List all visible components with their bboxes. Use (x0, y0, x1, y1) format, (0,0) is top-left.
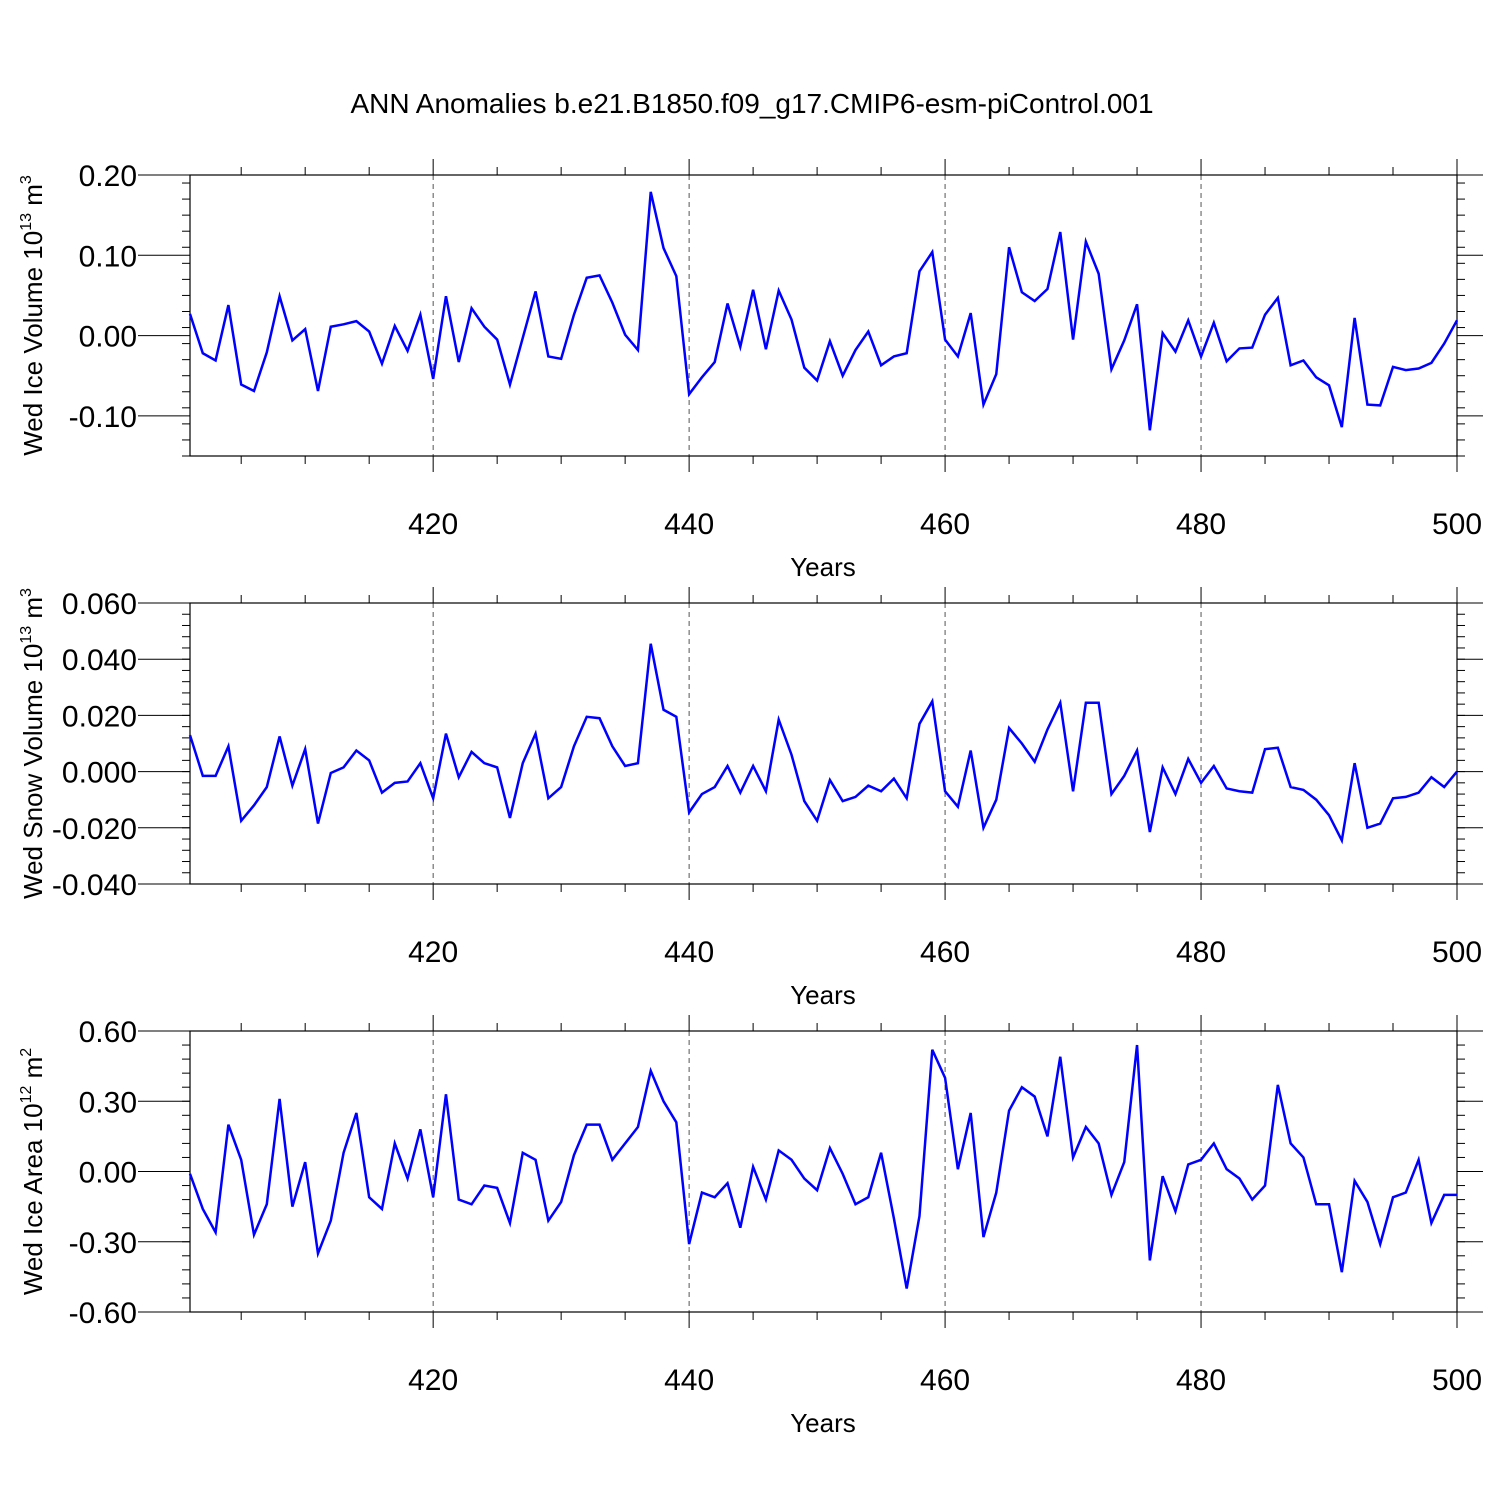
x-tick-label: 460 (920, 1364, 970, 1397)
y-tick-label: 0.60 (79, 1016, 137, 1049)
y-tick-label: 0.020 (62, 700, 137, 733)
y-tick-label: 0.060 (62, 588, 137, 621)
y-tick-label: 0.10 (79, 240, 137, 273)
y-tick-label: -0.040 (52, 869, 137, 902)
chart-panel-1: 420 440 460 480 500 -0.10 0.00 0.10 0.20 Years Wed… (18, 159, 1483, 582)
x-tick-label: 440 (664, 936, 714, 969)
y-tick-label: 0.20 (79, 160, 137, 193)
x-axis-title: Years (790, 552, 856, 582)
x-axis-title: Years (790, 980, 856, 1010)
plot-frame (189, 602, 1458, 885)
x-tick-label: 460 (920, 936, 970, 969)
y-tick-label: 0.00 (79, 321, 137, 354)
x-tick-label: 480 (1176, 936, 1226, 969)
x-tick-label: 460 (920, 508, 970, 541)
series-line (188, 191, 1459, 431)
y-tick-label: 0.000 (62, 757, 137, 790)
x-tick-label: 420 (408, 1364, 458, 1397)
x-tick-label: 420 (408, 508, 458, 541)
x-axis-title: Years (790, 1408, 856, 1438)
chart-panel-3: 420 440 460 480 500 -0.60 -0.30 0.00 0.30 0.60 Yea… (18, 1015, 1483, 1438)
y-axis-title: Wed Ice Volume 1013 m3 (18, 175, 48, 456)
y-tick-label: -0.10 (69, 401, 137, 434)
x-tick-label: 500 (1432, 508, 1482, 541)
series-line (188, 643, 1458, 845)
x-tick-label: 500 (1432, 936, 1482, 969)
x-tick-label: 420 (408, 936, 458, 969)
plot-frame (189, 1030, 1458, 1313)
x-tick-label: 440 (664, 508, 714, 541)
y-axis-title: Wed Ice Area 1012 m2 (18, 1048, 48, 1295)
y-tick-label: -0.30 (69, 1227, 137, 1260)
y-tick-label: -0.020 (52, 813, 137, 846)
y-tick-label: -0.60 (69, 1297, 137, 1330)
x-tick-label: 440 (664, 1364, 714, 1397)
y-tick-label: 0.00 (79, 1157, 137, 1190)
series-line (188, 1044, 1457, 1289)
y-tick-label: 0.30 (79, 1086, 137, 1119)
y-tick-label: 0.040 (62, 644, 137, 677)
x-tick-label: 500 (1432, 1364, 1482, 1397)
figure-title: ANN Anomalies b.e21.B1850.f09_g17.CMIP6-… (350, 88, 1153, 119)
x-tick-label: 480 (1176, 508, 1226, 541)
chart-panel-2: 420 440 460 480 500 -0.040 -0.020 0.000 0.020 0.0… (18, 587, 1483, 1010)
y-axis-title: Wed Snow Volume 1013 m3 (18, 588, 48, 899)
plot-frame (189, 174, 1458, 457)
x-tick-label: 480 (1176, 1364, 1226, 1397)
